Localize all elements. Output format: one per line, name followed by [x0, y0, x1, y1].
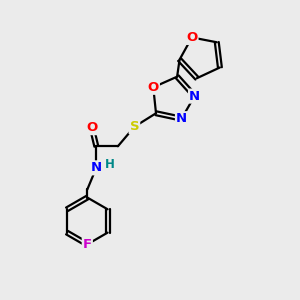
Text: O: O — [86, 121, 98, 134]
Text: N: N — [189, 90, 200, 103]
Text: S: S — [130, 120, 139, 133]
Text: F: F — [83, 238, 92, 251]
Text: N: N — [176, 112, 187, 125]
Text: O: O — [148, 81, 159, 94]
Text: N: N — [91, 161, 102, 174]
Text: O: O — [186, 31, 197, 44]
Text: H: H — [105, 158, 115, 171]
